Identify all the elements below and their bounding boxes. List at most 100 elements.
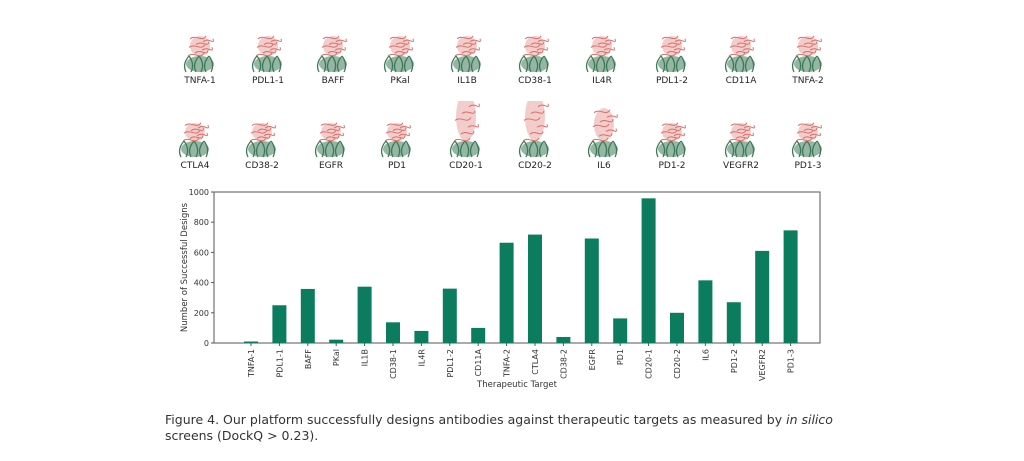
structure-thumbnail: CD38-2 [232, 101, 292, 171]
bar [300, 288, 315, 343]
structure-label: PDL1-2 [655, 76, 689, 86]
structure-thumbnail: BAFF [303, 26, 363, 86]
bar [442, 288, 457, 343]
protein-structure-icon [316, 35, 347, 73]
structure-thumbnail: TNFA-2 [778, 26, 838, 86]
structure-thumbnail: PD1 [367, 101, 427, 171]
structure-label: PD1-3 [794, 161, 822, 171]
y-tick-label: 0 [204, 339, 209, 348]
bar [244, 341, 258, 343]
bar [357, 286, 372, 343]
protein-structure-icon [585, 35, 616, 73]
x-tick-label: PKal [332, 349, 341, 366]
structure-label: TNFA-1 [184, 76, 216, 86]
structure-label: PDL1-1 [251, 76, 285, 86]
caption-italic: in silico [786, 412, 833, 427]
bar [670, 312, 684, 343]
structure-label: CD11A [725, 76, 757, 86]
x-tick-label: TNFA-2 [503, 349, 512, 378]
structure-thumbnail: PDL1-2 [642, 26, 702, 86]
x-tick-label: IL4R [417, 349, 426, 367]
x-tick-label: CD20-1 [645, 349, 654, 379]
figure-caption: Figure 4. Our platform successfully desi… [165, 412, 865, 444]
structure-label: CTLA4 [180, 161, 210, 171]
bar [641, 198, 656, 343]
structure-thumbnail: VEGFR2 [711, 101, 771, 171]
y-axis-label: Number of Successful Designs [180, 202, 190, 332]
structure-label: PD1 [387, 161, 407, 171]
structure-thumbnail: IL1B [437, 26, 497, 86]
structure-thumbnail: PD1-2 [642, 101, 702, 171]
protein-structure-icon [449, 101, 480, 158]
x-tick-label: TNFA-1 [247, 349, 256, 378]
x-tick-label: PDL1-2 [446, 349, 455, 378]
bar [613, 318, 628, 343]
x-tick-label: BAFF [304, 349, 313, 370]
protein-structure-icon [251, 35, 282, 73]
structure-thumbnail: IL4R [572, 26, 632, 86]
structure-thumbnail: CD38-1 [505, 26, 565, 86]
plot-frame [213, 191, 821, 344]
bar [584, 238, 599, 343]
y-tick-label: 1000 [189, 188, 209, 197]
structure-label: TNFA-2 [792, 76, 824, 86]
protein-structure-icon [655, 35, 686, 73]
structure-thumbnail: PKal [370, 26, 430, 86]
protein-structure-icon [314, 122, 345, 158]
structure-thumbnail: TNFA-1 [170, 26, 230, 86]
bar [528, 234, 542, 343]
structure-thumbnail: CTLA4 [165, 101, 225, 171]
y-tick-label: 600 [194, 248, 209, 257]
structure-label: BAFF [321, 76, 345, 86]
bar [272, 305, 287, 343]
bar [783, 230, 798, 343]
x-tick-label: PD1 [616, 349, 625, 365]
bar [329, 339, 344, 343]
y-tick-label: 200 [194, 309, 209, 318]
protein-structure-icon [245, 122, 276, 158]
x-tick-label: PDL1-1 [275, 349, 284, 378]
protein-structure-icon [655, 122, 686, 158]
protein-structure-icon [791, 35, 822, 73]
structure-label: IL4R [592, 76, 612, 86]
structure-label: CD20-1 [449, 161, 483, 171]
bar [471, 327, 486, 343]
structure-label: EGFR [318, 161, 344, 171]
protein-structure-icon [587, 108, 618, 158]
bar [499, 242, 514, 343]
x-tick-label: PD1-2 [730, 349, 739, 373]
structure-label: CD38-1 [518, 76, 552, 86]
bar [755, 250, 770, 343]
x-tick-label: IL1B [361, 349, 370, 366]
bar-chart: 0 200 400 600 800 1000 TNFA-1 PDL1-1 BAFF PKal IL1… [180, 188, 821, 390]
x-tick-label: CTLA4 [531, 349, 540, 375]
x-tick-label: CD11A [474, 348, 483, 376]
bar [414, 330, 429, 343]
structure-label: VEGFR2 [723, 161, 759, 171]
bar [726, 302, 741, 343]
structure-thumbnail: PDL1-1 [238, 26, 298, 86]
structure-label: IL1B [457, 76, 477, 86]
bar [556, 336, 571, 343]
protein-structure-icon [724, 122, 755, 158]
protein-structure-icon [518, 101, 549, 158]
protein-structure-icon [380, 122, 411, 158]
x-tick-label: PD1-3 [787, 349, 796, 373]
protein-structure-icon [518, 35, 549, 73]
x-tick-label: CD20-2 [673, 349, 682, 379]
x-tick-label: IL6 [701, 349, 710, 361]
structure-thumbnail: CD20-1 [436, 101, 496, 171]
protein-structure-icon [724, 35, 755, 73]
protein-structure-icon [178, 122, 209, 158]
caption-text: Figure 4. Our platform successfully desi… [165, 412, 787, 427]
protein-structure-icon [450, 35, 481, 73]
x-tick-label: VEGFR2 [758, 349, 767, 381]
x-tick-label: CD38-2 [559, 349, 568, 379]
bar [386, 322, 400, 343]
structure-thumbnail: CD20-2 [505, 101, 565, 171]
structure-thumbnail: IL6 [574, 101, 634, 171]
structure-label: CD20-2 [518, 161, 552, 171]
structure-thumbnail: EGFR [301, 101, 361, 171]
bar [698, 280, 713, 343]
protein-structure-icon [383, 35, 414, 73]
